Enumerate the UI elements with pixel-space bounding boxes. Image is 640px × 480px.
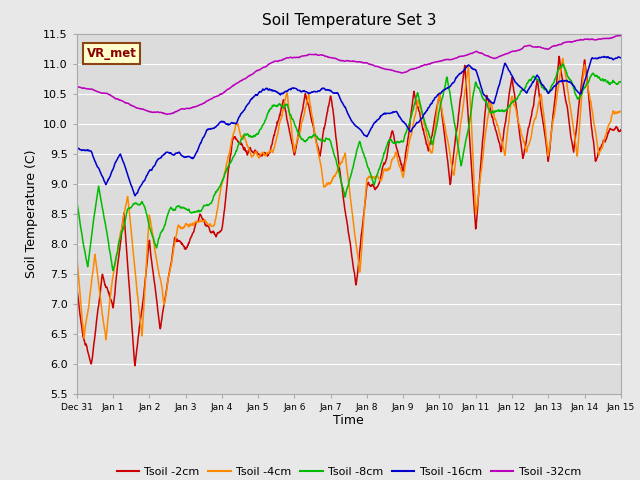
Text: VR_met: VR_met xyxy=(86,47,136,60)
Tsoil -8cm xyxy=(109,268,117,274)
Tsoil -32cm xyxy=(616,33,624,38)
Tsoil -32cm xyxy=(325,55,333,60)
Line: Tsoil -4cm: Tsoil -4cm xyxy=(77,59,621,340)
Tsoil -32cm xyxy=(73,84,81,89)
Tsoil -4cm xyxy=(559,56,566,61)
Tsoil -16cm xyxy=(115,153,123,159)
Tsoil -32cm xyxy=(617,33,625,38)
Tsoil -8cm xyxy=(115,238,123,244)
Tsoil -2cm xyxy=(131,363,139,369)
Tsoil -8cm xyxy=(559,61,566,67)
X-axis label: Time: Time xyxy=(333,414,364,427)
Y-axis label: Soil Temperature (C): Soil Temperature (C) xyxy=(24,149,38,278)
Line: Tsoil -2cm: Tsoil -2cm xyxy=(77,56,621,366)
Tsoil -16cm xyxy=(73,144,81,150)
Tsoil -2cm xyxy=(556,53,563,59)
Tsoil -8cm xyxy=(325,136,333,142)
Tsoil -2cm xyxy=(304,101,312,107)
Tsoil -8cm xyxy=(73,198,81,204)
Tsoil -32cm xyxy=(115,97,123,103)
Tsoil -16cm xyxy=(316,88,323,94)
Tsoil -4cm xyxy=(316,154,323,160)
Tsoil -2cm xyxy=(316,151,323,156)
Tsoil -32cm xyxy=(316,52,323,58)
Tsoil -2cm xyxy=(325,101,333,107)
Legend: Tsoil -2cm, Tsoil -4cm, Tsoil -8cm, Tsoil -16cm, Tsoil -32cm: Tsoil -2cm, Tsoil -4cm, Tsoil -8cm, Tsoi… xyxy=(112,463,586,480)
Tsoil -8cm xyxy=(304,136,312,142)
Title: Soil Temperature Set 3: Soil Temperature Set 3 xyxy=(262,13,436,28)
Tsoil -32cm xyxy=(137,106,145,112)
Tsoil -8cm xyxy=(617,79,625,85)
Tsoil -16cm xyxy=(304,90,312,96)
Tsoil -4cm xyxy=(138,327,145,333)
Line: Tsoil -32cm: Tsoil -32cm xyxy=(77,36,621,114)
Tsoil -16cm xyxy=(131,193,139,199)
Tsoil -16cm xyxy=(617,55,625,60)
Tsoil -2cm xyxy=(617,127,625,132)
Tsoil -4cm xyxy=(102,337,109,343)
Tsoil -16cm xyxy=(325,87,333,93)
Tsoil -4cm xyxy=(383,167,390,173)
Tsoil -2cm xyxy=(383,155,390,161)
Line: Tsoil -8cm: Tsoil -8cm xyxy=(77,64,621,271)
Tsoil -2cm xyxy=(138,311,145,316)
Tsoil -4cm xyxy=(325,180,333,186)
Tsoil -8cm xyxy=(316,137,323,143)
Tsoil -4cm xyxy=(115,237,123,243)
Tsoil -2cm xyxy=(115,253,123,259)
Tsoil -16cm xyxy=(600,54,607,60)
Tsoil -4cm xyxy=(73,253,81,259)
Tsoil -4cm xyxy=(304,96,312,101)
Line: Tsoil -16cm: Tsoil -16cm xyxy=(77,57,621,196)
Tsoil -4cm xyxy=(617,109,625,115)
Tsoil -8cm xyxy=(383,143,390,149)
Tsoil -2cm xyxy=(73,286,81,291)
Tsoil -32cm xyxy=(163,111,171,117)
Tsoil -32cm xyxy=(304,52,312,58)
Tsoil -32cm xyxy=(383,66,390,72)
Tsoil -8cm xyxy=(138,200,145,206)
Tsoil -16cm xyxy=(138,182,145,188)
Tsoil -16cm xyxy=(383,110,390,116)
